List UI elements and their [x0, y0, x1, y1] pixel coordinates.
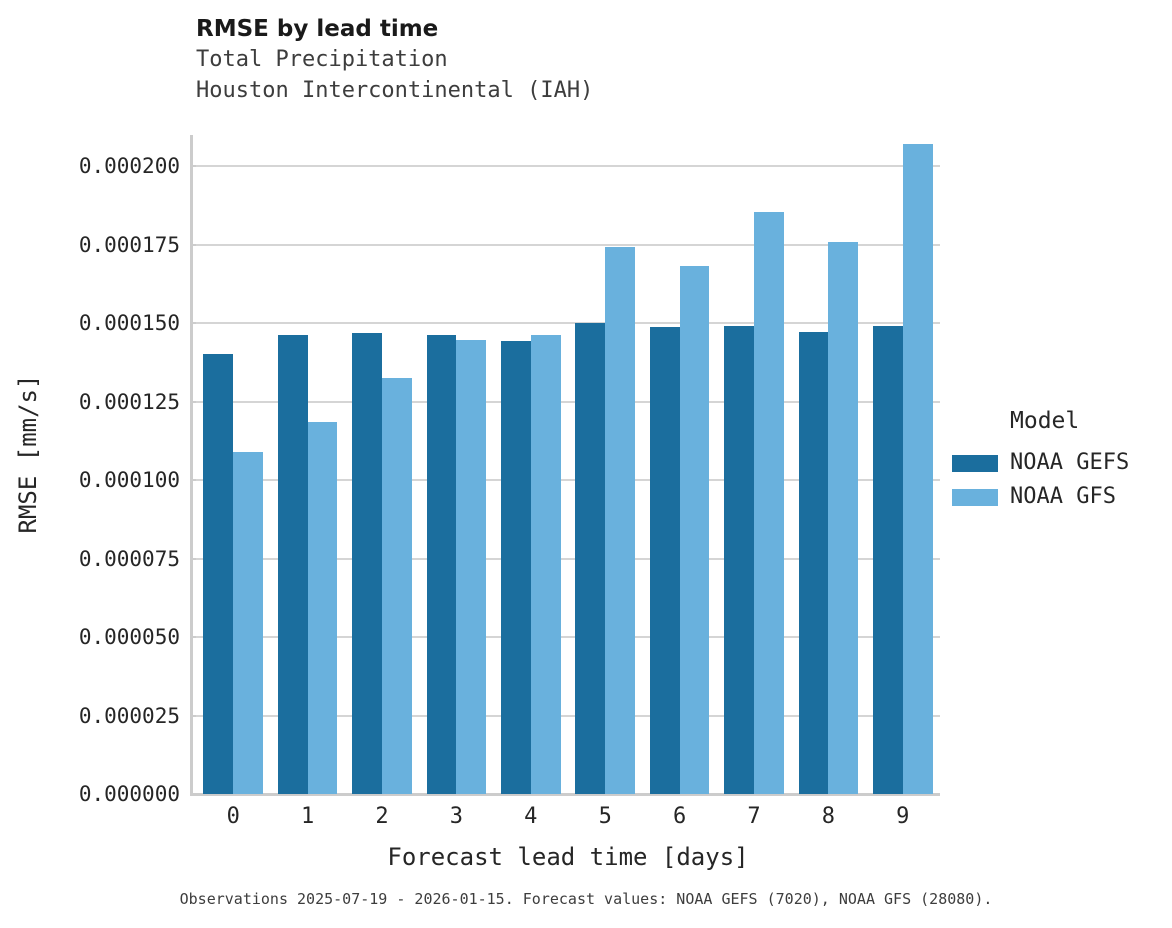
legend-title: Model	[1010, 408, 1080, 434]
x-tick-label: 4	[524, 804, 538, 829]
legend: Model NOAA GEFS NOAA GFS	[952, 407, 1162, 514]
gridline	[196, 243, 940, 246]
y-tick-mark	[190, 793, 196, 795]
x-axis-tick-labels: 0 1 2 3 4 5 6 7 8 9	[196, 804, 940, 836]
legend-item-noaa-gfs[interactable]: NOAA GFS	[952, 480, 1162, 514]
gridline	[196, 400, 940, 403]
title-block: RMSE by lead time Total Precipitation Ho…	[196, 14, 956, 106]
legend-item-label: NOAA GEFS	[1010, 450, 1130, 475]
y-axis-tick-labels: 0.000000 0.000025 0.000050 0.000075 0.000100…	[0, 135, 180, 805]
gridline	[196, 636, 940, 639]
x-tick-label: 2	[375, 804, 389, 829]
y-tick-mark	[190, 479, 196, 482]
bar-noaa-gefs-lead-0[interactable]	[203, 353, 234, 794]
x-axis-title: Forecast lead time [days]	[387, 843, 749, 871]
legend-swatch-icon	[952, 488, 998, 506]
x-tick-label: 7	[747, 804, 761, 829]
y-tick-label: 0.000175	[78, 232, 180, 257]
bar-noaa-gefs-lead-1[interactable]	[277, 334, 308, 794]
bar-noaa-gfs-lead-8[interactable]	[828, 242, 859, 794]
bar-noaa-gefs-lead-8[interactable]	[798, 331, 829, 794]
gridline	[196, 322, 940, 325]
y-tick-label: 0.000075	[78, 546, 180, 571]
plot-area	[190, 135, 940, 795]
page-title: RMSE by lead time	[196, 16, 439, 42]
x-tick-label: 0	[226, 804, 240, 829]
y-tick-label: 0.000025	[78, 703, 180, 728]
y-tick-mark	[190, 636, 196, 639]
bar-noaa-gefs-lead-5[interactable]	[575, 323, 606, 794]
bar-noaa-gfs-lead-5[interactable]	[605, 247, 635, 794]
gridline	[196, 714, 940, 717]
bar-noaa-gfs-lead-9[interactable]	[902, 144, 933, 794]
y-axis-title: RMSE [mm/s]	[14, 374, 42, 534]
bar-noaa-gfs-lead-6[interactable]	[679, 265, 710, 794]
y-tick-mark	[190, 165, 196, 168]
bar-noaa-gefs-lead-3[interactable]	[426, 335, 457, 794]
y-tick-mark	[190, 322, 196, 325]
bar-noaa-gefs-lead-6[interactable]	[649, 327, 680, 794]
bar-noaa-gfs-lead-2[interactable]	[382, 377, 412, 794]
legend-rows: NOAA GEFS NOAA GFS	[952, 446, 1162, 514]
y-tick-label: 0.000000	[78, 782, 180, 806]
chart-subtitle-station: Houston Intercontinental (IAH)	[196, 78, 594, 103]
chart-subtitle-variable: Total Precipitation	[196, 47, 448, 72]
bar-noaa-gefs-lead-7[interactable]	[724, 326, 754, 794]
y-tick-mark	[190, 243, 196, 246]
bar-noaa-gfs-lead-1[interactable]	[307, 422, 338, 794]
y-tick-mark	[190, 400, 196, 403]
legend-item-noaa-gefs[interactable]: NOAA GEFS	[952, 446, 1162, 480]
chart-caption: Observations 2025-07-19 - 2026-01-15. Fo…	[179, 890, 993, 908]
x-tick-label: 5	[598, 804, 612, 829]
x-tick-label: 9	[896, 804, 910, 829]
y-tick-label: 0.000100	[78, 468, 180, 493]
x-tick-label: 3	[449, 804, 464, 829]
x-tick-label: 6	[672, 804, 687, 829]
legend-swatch-icon	[952, 454, 998, 472]
bar-noaa-gefs-lead-4[interactable]	[501, 340, 531, 794]
legend-item-label: NOAA GFS	[1010, 484, 1116, 509]
bar-noaa-gfs-lead-4[interactable]	[530, 335, 561, 794]
bar-noaa-gefs-lead-2[interactable]	[352, 333, 382, 794]
bar-noaa-gfs-lead-0[interactable]	[233, 451, 263, 794]
bar-noaa-gefs-lead-9[interactable]	[873, 326, 903, 794]
y-tick-label: 0.000150	[78, 311, 180, 336]
gridline	[196, 479, 940, 482]
bar-noaa-gfs-lead-7[interactable]	[754, 211, 784, 794]
gridline	[196, 165, 940, 168]
y-tick-label: 0.000200	[78, 154, 180, 179]
y-tick-label: 0.000050	[78, 625, 180, 650]
x-tick-label: 1	[300, 804, 315, 829]
y-axis-line	[190, 135, 193, 796]
y-tick-mark	[190, 714, 196, 717]
y-tick-mark	[190, 557, 196, 560]
bar-noaa-gfs-lead-3[interactable]	[456, 339, 487, 794]
y-tick-label: 0.000125	[78, 389, 180, 414]
x-tick-label: 8	[821, 804, 836, 829]
gridline	[196, 557, 940, 560]
x-axis-line	[190, 793, 940, 796]
